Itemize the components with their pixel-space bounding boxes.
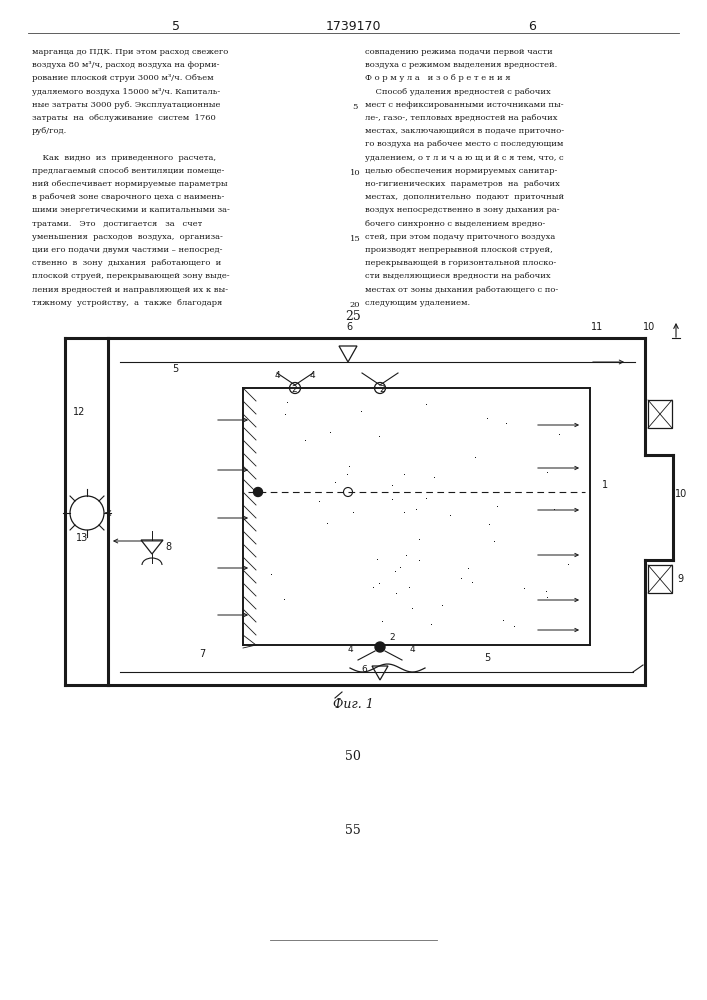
Text: 2: 2 — [389, 633, 395, 642]
Text: затраты  на  обслуживание  систем  1760: затраты на обслуживание систем 1760 — [32, 114, 216, 122]
Text: Фиг. 1: Фиг. 1 — [332, 698, 373, 710]
Text: ные затраты 3000 руб. Эксплуатационные: ные затраты 3000 руб. Эксплуатационные — [32, 101, 221, 109]
Bar — [648, 400, 672, 428]
Text: 25: 25 — [345, 310, 361, 322]
Text: 8: 8 — [165, 542, 171, 552]
Text: бочего синхронно с выделением вредно-: бочего синхронно с выделением вредно- — [365, 220, 545, 228]
Text: ции его подачи двумя частями – непосред-: ции его подачи двумя частями – непосред- — [32, 246, 223, 254]
Text: 1: 1 — [602, 480, 608, 490]
Text: 2: 2 — [291, 385, 297, 394]
Text: 7: 7 — [199, 649, 205, 659]
Text: 13: 13 — [76, 533, 88, 543]
Text: в рабочей зоне сварочного цеха с наимень-: в рабочей зоне сварочного цеха с наимень… — [32, 193, 224, 201]
Text: мест с нефиксированными источниками пы-: мест с нефиксированными источниками пы- — [365, 101, 563, 109]
Circle shape — [375, 642, 385, 652]
Text: шими энергетическими и капитальными за-: шими энергетическими и капитальными за- — [32, 206, 230, 214]
Text: удалением, о т л и ч а ю щ и й с я тем, что, с: удалением, о т л и ч а ю щ и й с я тем, … — [365, 154, 563, 162]
Text: местах,  дополнительно  подают  приточный: местах, дополнительно подают приточный — [365, 193, 564, 201]
Text: 5: 5 — [172, 19, 180, 32]
Text: 15: 15 — [350, 235, 361, 243]
Text: 50: 50 — [345, 750, 361, 764]
Text: 10: 10 — [675, 489, 687, 499]
Text: Способ удаления вредностей с рабочих: Способ удаления вредностей с рабочих — [365, 88, 551, 96]
Text: 11: 11 — [591, 322, 603, 332]
Text: 10: 10 — [643, 322, 655, 332]
Text: тяжному  устройству,  а  также  благодаря: тяжному устройству, а также благодаря — [32, 299, 222, 307]
Text: 1739170: 1739170 — [325, 19, 381, 32]
Text: совпадению режима подачи первой части: совпадению режима подачи первой части — [365, 48, 553, 56]
Text: воздуха 80 м³/ч, расход воздуха на форми-: воздуха 80 м³/ч, расход воздуха на форми… — [32, 61, 219, 69]
Text: 20: 20 — [350, 301, 361, 309]
Text: стей, при этом подачу приточного воздуха: стей, при этом подачу приточного воздуха — [365, 233, 555, 241]
Text: 5: 5 — [352, 103, 358, 111]
Text: рование плоской струи 3000 м³/ч. Объем: рование плоской струи 3000 м³/ч. Объем — [32, 74, 214, 82]
Text: 12: 12 — [73, 407, 86, 417]
Text: уменьшения  расходов  воздуха,  организа-: уменьшения расходов воздуха, организа- — [32, 233, 223, 241]
Text: 6: 6 — [361, 665, 367, 674]
Text: перекрывающей в горизонтальной плоско-: перекрывающей в горизонтальной плоско- — [365, 259, 556, 267]
Text: 4: 4 — [309, 371, 315, 380]
Text: го воздуха на рабочее место с последующим: го воздуха на рабочее место с последующи… — [365, 140, 563, 148]
Text: ления вредностей и направляющей их к вы-: ления вредностей и направляющей их к вы- — [32, 286, 228, 294]
Text: тратами.   Это   достигается   за   счет: тратами. Это достигается за счет — [32, 220, 202, 228]
Text: целью обеспечения нормируемых санитар-: целью обеспечения нормируемых санитар- — [365, 167, 557, 175]
Text: воздух непосредственно в зону дыхания ра-: воздух непосредственно в зону дыхания ра… — [365, 206, 560, 214]
Text: марганца до ПДК. При этом расход свежего: марганца до ПДК. При этом расход свежего — [32, 48, 228, 56]
Text: Как  видно  из  приведенного  расчета,: Как видно из приведенного расчета, — [32, 154, 216, 162]
Circle shape — [254, 488, 262, 496]
Text: 55: 55 — [345, 824, 361, 836]
Text: удаляемого воздуха 15000 м³/ч. Капиталь-: удаляемого воздуха 15000 м³/ч. Капиталь- — [32, 88, 221, 96]
Text: ний обеспечивает нормируемые параметры: ний обеспечивает нормируемые параметры — [32, 180, 228, 188]
Text: 6: 6 — [528, 19, 536, 32]
Text: воздуха с режимом выделения вредностей.: воздуха с режимом выделения вредностей. — [365, 61, 557, 69]
Text: 5: 5 — [484, 653, 490, 663]
Text: местах от зоны дыхания работающего с по-: местах от зоны дыхания работающего с по- — [365, 286, 559, 294]
Text: ственно  в  зону  дыхания  работающего  и: ственно в зону дыхания работающего и — [32, 259, 221, 267]
Text: руб/год.: руб/год. — [32, 127, 67, 135]
Text: предлагаемый способ вентиляции помеще-: предлагаемый способ вентиляции помеще- — [32, 167, 224, 175]
Bar — [648, 565, 672, 593]
Text: Ф о р м у л а   и з о б р е т е н и я: Ф о р м у л а и з о б р е т е н и я — [365, 74, 510, 82]
Text: местах, заключающийся в подаче приточно-: местах, заключающийся в подаче приточно- — [365, 127, 564, 135]
Text: 4: 4 — [409, 645, 415, 654]
Text: 10: 10 — [350, 169, 361, 177]
Text: 4: 4 — [274, 371, 280, 380]
Text: 2: 2 — [379, 385, 385, 394]
Text: производят непрерывной плоской струей,: производят непрерывной плоской струей, — [365, 246, 553, 254]
Text: сти выделяющиеся вредности на рабочих: сти выделяющиеся вредности на рабочих — [365, 272, 551, 280]
Text: но-гигиенических  параметров  на  рабочих: но-гигиенических параметров на рабочих — [365, 180, 560, 188]
Text: следующим удалением.: следующим удалением. — [365, 299, 470, 307]
Text: плоской струей, перекрывающей зону выде-: плоской струей, перекрывающей зону выде- — [32, 272, 230, 280]
Text: 4: 4 — [347, 645, 353, 654]
Text: 6: 6 — [346, 322, 352, 332]
Text: ле-, газо-, тепловых вредностей на рабочих: ле-, газо-, тепловых вредностей на рабоч… — [365, 114, 558, 122]
Text: 9: 9 — [677, 574, 683, 584]
Text: 5: 5 — [172, 364, 178, 374]
